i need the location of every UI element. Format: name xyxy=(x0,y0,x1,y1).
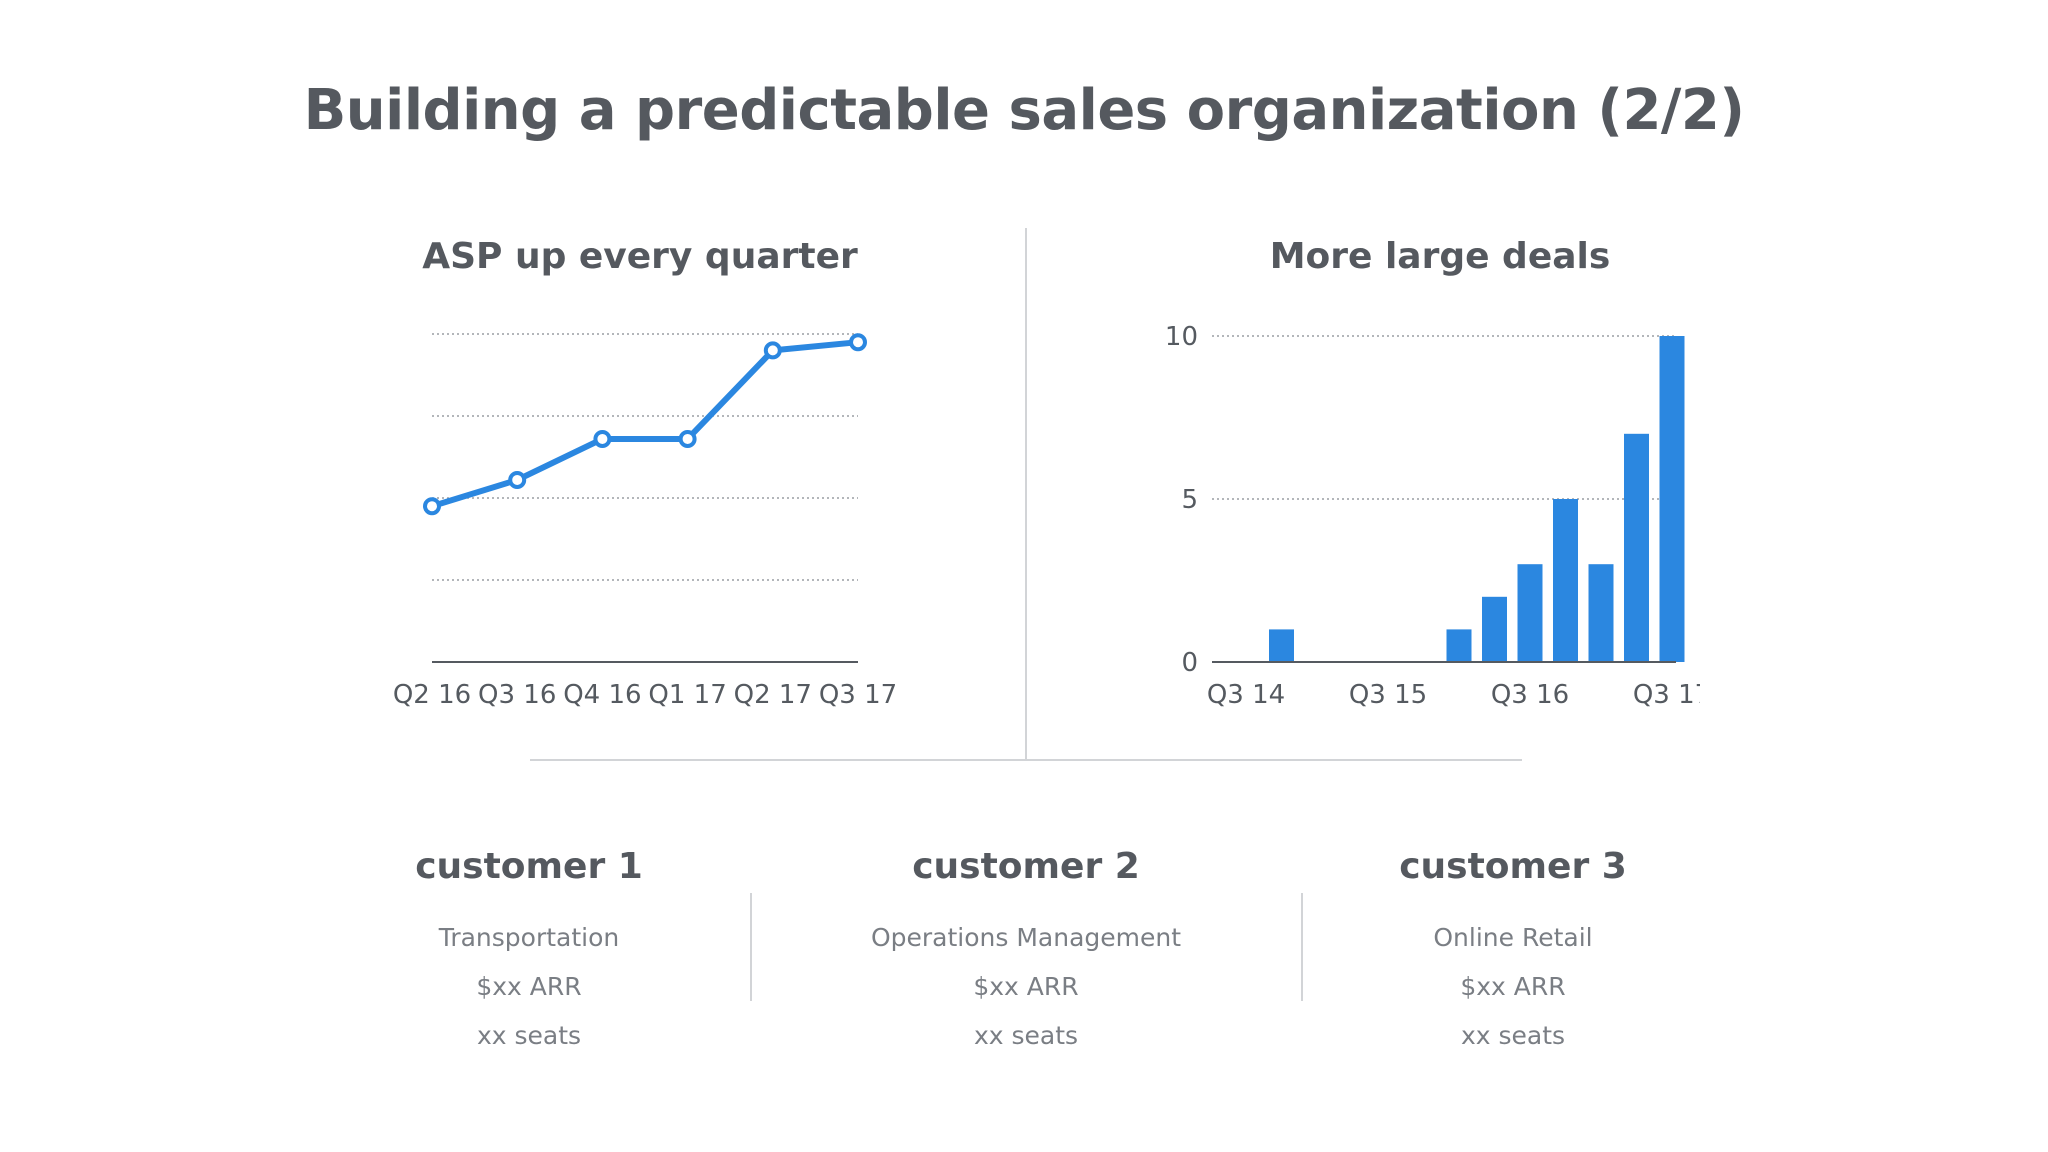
bar xyxy=(1624,433,1649,662)
x-tick-label: Q3 15 xyxy=(1349,680,1427,710)
y-tick-label: 10 xyxy=(1165,322,1198,352)
customer-name: customer 2 xyxy=(912,846,1140,887)
series-line xyxy=(431,339,859,510)
data-point xyxy=(678,429,697,448)
x-tick-label: Q3 14 xyxy=(1207,680,1285,710)
customer-divider-2 xyxy=(1301,893,1303,1001)
data-point xyxy=(763,341,782,360)
customer-seats: xx seats xyxy=(1460,1021,1566,1050)
slide-title: Building a predictable sales organizatio… xyxy=(303,78,1745,143)
bar xyxy=(1269,629,1294,662)
bar-chart-title: More large deals xyxy=(1269,236,1611,277)
x-tick-label: Q3 17 xyxy=(819,680,897,710)
bar xyxy=(1482,596,1507,662)
y-tick-label: 5 xyxy=(1181,485,1198,515)
bar xyxy=(1446,629,1472,662)
customer-industry: Online Retail xyxy=(1433,923,1593,952)
data-point xyxy=(508,470,527,489)
line-chart-title: ASP up every quarter xyxy=(422,236,858,277)
bar xyxy=(1588,564,1614,662)
bar xyxy=(1659,336,1685,662)
data-point xyxy=(423,497,441,516)
bar xyxy=(1553,499,1578,662)
customer-card-3: customer 3 Online Retail $xx ARR xx seat… xyxy=(1303,846,1723,1060)
customer-arr: $xx ARR xyxy=(1460,972,1566,1001)
large-deals-bar-chart: 0 5 10 Q3 14 Q3 15 Q3 16 Q3 17 xyxy=(1165,322,1700,710)
customer-industry: Operations Management xyxy=(870,923,1182,952)
y-tick-label: 0 xyxy=(1181,648,1198,678)
x-tick-label: Q4 16 xyxy=(563,680,641,710)
customer-seats: xx seats xyxy=(476,1021,582,1050)
x-tick-label: Q1 17 xyxy=(648,680,726,710)
customer-card-2: customer 2 Operations Management $xx ARR… xyxy=(816,846,1236,1060)
customer-arr: $xx ARR xyxy=(973,972,1079,1001)
x-tick-label: Q3 16 xyxy=(478,680,556,710)
x-tick-label: Q3 16 xyxy=(1491,680,1569,710)
data-point xyxy=(849,333,867,352)
x-tick-label: Q2 16 xyxy=(393,680,471,710)
asp-line-chart: Q2 16 Q3 16 Q4 16 Q1 17 Q2 17 Q3 17 xyxy=(393,333,897,710)
customer-divider-1 xyxy=(750,893,752,1001)
x-tick-label: Q3 17 xyxy=(1633,680,1700,710)
customer-name: customer 3 xyxy=(1399,846,1627,887)
customer-arr: $xx ARR xyxy=(476,972,582,1001)
customer-seats: xx seats xyxy=(973,1021,1079,1050)
bar xyxy=(1517,564,1543,662)
chart-divider xyxy=(1025,228,1027,761)
data-point xyxy=(593,429,612,448)
customer-name: customer 1 xyxy=(415,846,643,887)
customer-card-1: customer 1 Transportation $xx ARR xx sea… xyxy=(319,846,739,1060)
section-divider xyxy=(530,759,1522,761)
x-tick-label: Q2 17 xyxy=(734,680,812,710)
customer-industry: Transportation xyxy=(438,923,620,952)
